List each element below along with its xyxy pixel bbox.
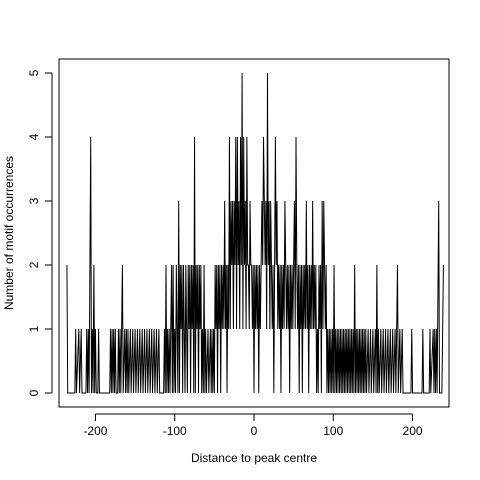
y-axis: 0 1 2 3 4 5 <box>27 69 53 396</box>
y-tick-label: 4 <box>27 133 41 140</box>
x-tick-label: -200 <box>83 424 107 438</box>
y-axis-title: Number of motif occurrences <box>2 156 16 310</box>
x-axis-title: Distance to peak centre <box>191 451 317 465</box>
x-axis: -200 -100 0 100 200 <box>83 413 423 438</box>
x-tick-label: -100 <box>163 424 187 438</box>
series-line <box>66 72 444 394</box>
y-tick-label: 3 <box>27 197 41 204</box>
y-tick-label: 1 <box>27 325 41 332</box>
y-tick-label: 2 <box>27 261 41 268</box>
x-tick-label: 0 <box>251 424 258 438</box>
y-tick-label: 0 <box>27 389 41 396</box>
plot-frame <box>58 58 450 408</box>
x-tick-label: 100 <box>323 424 343 438</box>
x-tick-label: 200 <box>403 424 423 438</box>
plot-area <box>66 72 444 394</box>
y-tick-label: 5 <box>27 69 41 76</box>
